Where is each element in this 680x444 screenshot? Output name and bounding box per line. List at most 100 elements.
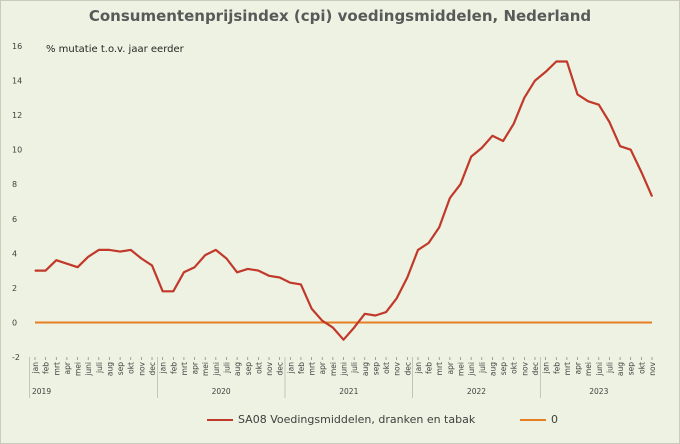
data-point — [534, 79, 536, 82]
x-month-label: mei — [74, 362, 83, 376]
x-month-label: jan — [542, 362, 551, 375]
data-point — [87, 256, 89, 258]
data-point — [374, 314, 377, 317]
x-month-label: okt — [510, 362, 519, 374]
data-point — [236, 271, 238, 273]
data-point — [300, 283, 302, 286]
x-month-label: feb — [42, 362, 51, 374]
x-month-label: apr — [63, 361, 72, 374]
data-point — [598, 104, 600, 106]
x-month-label: juni — [340, 362, 349, 377]
data-point — [396, 297, 398, 299]
data-point — [353, 327, 355, 329]
data-point — [55, 259, 57, 261]
x-month-label: nov — [137, 361, 146, 375]
legend-swatch-zero — [520, 418, 546, 421]
data-point — [587, 100, 589, 102]
x-month-label: aug — [233, 362, 242, 376]
x-month-label: juli — [478, 362, 487, 374]
x-month-label: jan — [159, 362, 168, 375]
data-point — [364, 313, 366, 315]
legend-item-series: SA08 Voedingsmiddelen, dranken en tabak — [207, 413, 475, 426]
x-month-label: sep — [116, 362, 125, 376]
data-point — [417, 249, 419, 251]
x-month-label: mei — [584, 362, 593, 376]
y-tick-label: 16 — [12, 42, 22, 51]
x-month-label: dec — [148, 362, 157, 376]
data-point — [321, 320, 323, 322]
x-month-label: nov — [393, 361, 402, 375]
x-month-label: aug — [105, 362, 114, 376]
x-month-label: mrt — [52, 362, 61, 375]
data-point — [183, 271, 185, 273]
data-point — [619, 145, 621, 147]
y-tick-label: 8 — [12, 180, 17, 189]
x-month-label: juli — [222, 362, 231, 374]
data-point — [172, 290, 174, 292]
data-point — [76, 266, 79, 268]
data-point — [459, 183, 462, 185]
data-point — [268, 275, 270, 277]
x-month-label: mrt — [435, 362, 444, 375]
data-point — [98, 249, 100, 251]
x-month-label: nov — [520, 361, 529, 375]
x-month-label: feb — [169, 362, 178, 374]
chart-title: Consumentenprijsindex (cpi) voedingsmidd… — [88, 7, 592, 25]
data-point — [257, 270, 259, 272]
legend-label-zero: 0 — [551, 413, 558, 426]
x-month-label: aug — [616, 362, 625, 376]
x-month-label: feb — [425, 362, 434, 374]
data-point — [193, 266, 196, 268]
x-month-label: jan — [414, 362, 423, 375]
x-year-label: 2021 — [339, 387, 358, 396]
data-point — [630, 149, 632, 151]
data-point — [119, 251, 121, 253]
y-tick-label: 0 — [12, 318, 17, 327]
y-tick-label: 2 — [12, 284, 17, 293]
series-line-voedingsmiddelen — [35, 60, 654, 341]
x-month-label: mrt — [180, 362, 189, 375]
data-point — [513, 123, 515, 125]
data-point — [640, 171, 642, 173]
x-month-label: feb — [552, 362, 561, 374]
x-month-label: jan — [286, 362, 295, 375]
x-month-label: juni — [212, 362, 221, 377]
x-month-label: apr — [574, 361, 583, 374]
data-point — [289, 282, 291, 284]
x-month-label: juni — [595, 362, 604, 377]
data-point — [332, 327, 334, 329]
y-tick-label: -2 — [12, 353, 20, 362]
legend-label-series: SA08 Voedingsmiddelen, dranken en tabak — [238, 413, 476, 426]
x-month-label: aug — [361, 362, 370, 376]
data-point — [279, 276, 281, 279]
x-month-label: apr — [446, 361, 455, 374]
x-year-label: 2019 — [32, 387, 51, 396]
x-month-label: juli — [95, 362, 104, 374]
data-point — [151, 264, 153, 267]
data-point — [342, 339, 345, 341]
y-tick-label: 14 — [12, 77, 22, 86]
data-point — [545, 71, 547, 73]
data-point — [470, 155, 472, 158]
x-month-label: nov — [648, 361, 657, 375]
x-month-label: mei — [457, 362, 466, 376]
data-point — [523, 97, 525, 99]
data-point — [608, 121, 611, 123]
y-tick-label: 12 — [12, 111, 22, 120]
x-month-label: dec — [276, 362, 285, 376]
x-year-label: 2020 — [212, 387, 231, 396]
data-point — [576, 93, 579, 95]
data-point — [225, 257, 228, 260]
x-month-label: sep — [627, 362, 636, 376]
x-month-label: okt — [637, 362, 646, 374]
x-month-label: okt — [382, 362, 391, 374]
x-month-label: aug — [488, 362, 497, 376]
y-tick-label: 4 — [12, 249, 17, 258]
data-point — [247, 268, 249, 270]
data-point — [428, 242, 430, 244]
data-point — [204, 254, 206, 256]
annotation-label: % mutatie t.o.v. jaar eerder — [46, 44, 185, 55]
x-month-label: juni — [467, 362, 476, 377]
